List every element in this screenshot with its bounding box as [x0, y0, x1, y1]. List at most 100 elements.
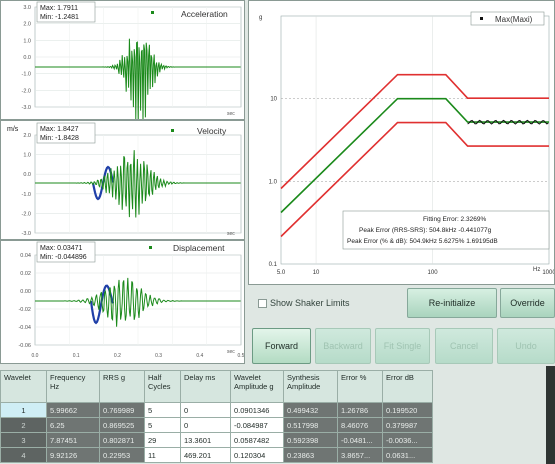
x-tick-label: 0.4 [196, 353, 203, 359]
row-number[interactable]: 1 [0, 402, 47, 418]
srs-x-tick-label: 1000 [542, 270, 554, 276]
displacement-chart: 0.04 0.02 0.00 -0.02 -0.04 -0.06 0.0 0.1 0.2 0.3… [18, 241, 245, 359]
cell-half-cycles[interactable]: 29 [144, 432, 181, 448]
reinitialize-button[interactable]: Re-initialize [407, 288, 497, 318]
cell-rrs: 0.769989 [99, 402, 145, 418]
col-header-half-cycles[interactable]: Half Cycles [144, 370, 181, 403]
col-header-error-pct[interactable]: Error % [337, 370, 383, 403]
y-tick-label: 2.0 [23, 133, 31, 139]
table-row[interactable]: 1 5.99662 0.769989 5 0 0.0901346 0.49943… [0, 402, 433, 418]
vel-legend-marker [171, 129, 174, 132]
cell-rrs: 0.869525 [99, 417, 145, 433]
cell-synthesis-amplitude: 0.517998 [283, 417, 338, 433]
show-shaker-limits-checkbox[interactable] [258, 299, 267, 308]
x-tick-label: 0.3 [155, 353, 162, 359]
srs-synthesized-line [467, 119, 549, 125]
col-header-rrs[interactable]: RRS g [99, 370, 145, 403]
cell-frequency: 7.87451 [46, 432, 100, 448]
fit-error-line: Fitting Error: 2.3269% [423, 216, 486, 223]
disp-legend-marker [149, 246, 152, 249]
cell-error-pct: 8.46076 [337, 417, 383, 433]
override-button[interactable]: Override [500, 288, 555, 318]
displacement-plot: 0.04 0.02 0.00 -0.02 -0.04 -0.06 0.0 0.1 0.2 0.3… [0, 240, 245, 364]
vel-unit: m/s [7, 126, 19, 133]
cell-half-cycles[interactable]: 11 [144, 447, 181, 463]
y-tick-label: -2.0 [22, 88, 31, 94]
col-header-synthesis-amplitude[interactable]: Synthesis Amplitude [283, 370, 338, 403]
y-tick-label: 0.02 [20, 271, 31, 277]
cell-error-db: -0.0036... [382, 432, 433, 448]
cell-delay[interactable]: 469.201 [180, 447, 231, 463]
row-number[interactable]: 4 [0, 447, 47, 463]
acceleration-plot: 3.0 2.0 1.0 0.0 -1.0 -2.0 -3.0 Max: 1.7911 Min… [0, 0, 245, 125]
cancel-button[interactable]: Cancel [435, 328, 493, 364]
cell-wavelet-amplitude[interactable]: 0.0901346 [230, 402, 284, 418]
col-header-wavelet-amplitude[interactable]: Wavelet Amplitude g [230, 370, 284, 403]
cell-half-cycles[interactable]: 5 [144, 417, 181, 433]
cell-frequency: 5.99662 [46, 402, 100, 418]
y-tick-label: 0.04 [20, 253, 31, 259]
vel-legend: Velocity [197, 126, 227, 136]
row-number[interactable]: 2 [0, 417, 47, 433]
cell-error-pct: 3.8657... [337, 447, 383, 463]
srs-x-unit: Hz [533, 267, 540, 273]
col-header-wavelet[interactable]: Wavelet [0, 370, 47, 403]
col-header-delay[interactable]: Delay ms [180, 370, 231, 403]
y-tick-label: 2.0 [23, 22, 31, 28]
backward-button[interactable]: Backward [315, 328, 371, 364]
disp-max-text: Max: 0.03471 [40, 245, 83, 252]
cell-error-pct: -0.0481... [337, 432, 383, 448]
cell-wavelet-amplitude[interactable]: 0.0587482 [230, 432, 284, 448]
y-tick-label: -3.0 [22, 105, 31, 111]
undo-button[interactable]: Undo [497, 328, 555, 364]
velocity-chart: 2.0 1.0 0.0 -1.0 -2.0 -3.0 m/s Max: 1.8427 Mi… [7, 122, 242, 237]
cell-synthesis-amplitude: 0.592398 [283, 432, 338, 448]
table-scrollbar[interactable] [546, 366, 555, 464]
cell-delay[interactable]: 0 [180, 402, 231, 418]
cell-rrs: 0.802871 [99, 432, 145, 448]
table-row[interactable]: 3 7.87451 0.802871 29 13.3601 0.0587482 … [0, 432, 433, 448]
srs-x-tick-label: 10 [313, 270, 320, 276]
velocity-plot: 2.0 1.0 0.0 -1.0 -2.0 -3.0 m/s Max: 1.8427 Mi… [0, 120, 245, 240]
forward-button[interactable]: Forward [252, 328, 311, 364]
srs-lower-limit [280, 121, 549, 238]
cell-delay[interactable]: 0 [180, 417, 231, 433]
fit-single-button[interactable]: Fit Single [375, 328, 430, 364]
fit-info-box [342, 210, 550, 250]
x-tick-label: 0.0 [32, 353, 39, 359]
srs-y-tick-label: 10 [270, 97, 277, 103]
disp-x-unit: sec [227, 349, 235, 355]
acceleration-chart: 3.0 2.0 1.0 0.0 -1.0 -2.0 -3.0 Max: 1.7911 Min… [22, 1, 242, 125]
table-row[interactable]: 4 9.92126 0.22953 11 469.201 0.120304 0.… [0, 447, 433, 463]
x-tick-label: 0.2 [114, 353, 121, 359]
cell-wavelet-amplitude[interactable]: -0.084987 [230, 417, 284, 433]
srs-legend: Max(Maxi) [495, 15, 533, 24]
cell-half-cycles[interactable]: 5 [144, 402, 181, 418]
srs-y-unit: g [259, 15, 262, 21]
srs-x-tick-label: 5.0 [277, 270, 286, 276]
y-tick-label: -1.0 [22, 192, 31, 198]
y-tick-label: -1.0 [22, 72, 31, 78]
x-tick-label: 0.1 [73, 353, 80, 359]
srs-reference-line [280, 97, 549, 214]
row-number[interactable]: 3 [0, 432, 47, 448]
table-row[interactable]: 2 6.25 0.869525 5 0 -0.084987 0.517998 8… [0, 417, 433, 433]
y-tick-label: -3.0 [22, 231, 31, 237]
cell-error-pct: 1.26786 [337, 402, 383, 418]
cell-delay[interactable]: 13.3601 [180, 432, 231, 448]
srs-y-tick-label: 0.1 [269, 262, 278, 268]
srs-plot: g 10 1.0 0.1 5.0 10 100 1000 Hz Max(Maxi) Fit… [248, 0, 555, 285]
cell-frequency: 9.92126 [46, 447, 100, 463]
cell-frequency: 6.25 [46, 417, 100, 433]
y-tick-label: -0.04 [18, 325, 31, 331]
accel-max-text: Max: 1.7911 [40, 5, 78, 12]
col-header-frequency[interactable]: Frequency Hz [46, 370, 100, 403]
cell-wavelet-amplitude[interactable]: 0.120304 [230, 447, 284, 463]
velocity-trace [35, 150, 241, 218]
y-tick-label: -0.06 [18, 343, 31, 349]
col-header-error-db[interactable]: Error dB [382, 370, 433, 403]
peak-error-line: Peak Error (RRS-SRS): 504.8kHz -0.441077… [359, 227, 492, 234]
accel-x-unit: sec [227, 111, 235, 117]
srs-legend-marker [480, 17, 483, 20]
y-tick-label: 1.0 [23, 38, 31, 44]
